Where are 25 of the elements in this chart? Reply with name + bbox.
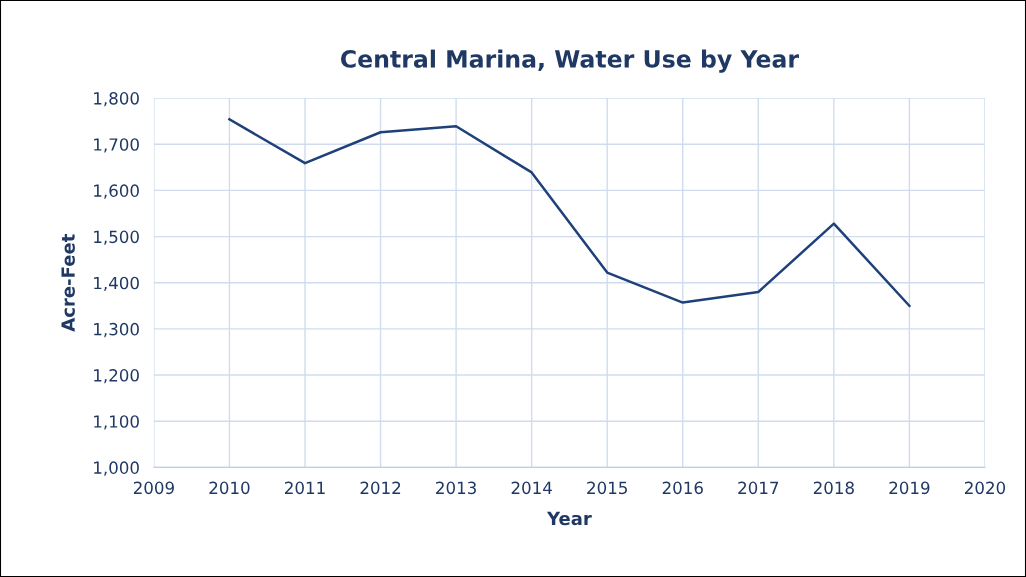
x-tick-label: 2010: [209, 481, 250, 495]
x-tick-label: 2015: [587, 481, 627, 495]
x-tick-label: 2011: [285, 481, 325, 495]
chart-title: Central Marina, Water Use by Year: [341, 49, 799, 73]
x-tick-label: 2014: [511, 481, 552, 495]
x-tick-label: 2017: [738, 481, 779, 495]
x-tick-label: 2018: [813, 481, 854, 495]
x-tick-label: 2009: [133, 481, 174, 495]
y-tick-label: 1,100: [94, 415, 139, 430]
x-tick-label: 2016: [662, 481, 703, 495]
y-tick-label: 1,600: [94, 184, 139, 199]
x-tick-label: 2019: [889, 481, 930, 495]
line-series: [228, 118, 911, 308]
y-axis-title: Acre-Feet: [61, 234, 75, 332]
x-tick-label: 2012: [360, 481, 401, 495]
y-tick-label: 1,000: [94, 461, 139, 476]
x-tick-label: 2013: [436, 481, 476, 495]
y-tick-label: 1,300: [94, 322, 139, 338]
y-tick-label: 1,500: [94, 230, 139, 245]
y-tick-label: 1,800: [94, 92, 139, 107]
y-tick-label: 1,400: [94, 276, 139, 291]
x-tick-label: 2020: [964, 481, 1006, 495]
y-tick-label: 1,700: [94, 138, 139, 153]
x-axis-title: Year: [546, 511, 592, 526]
y-tick-label: 1,200: [94, 369, 139, 384]
